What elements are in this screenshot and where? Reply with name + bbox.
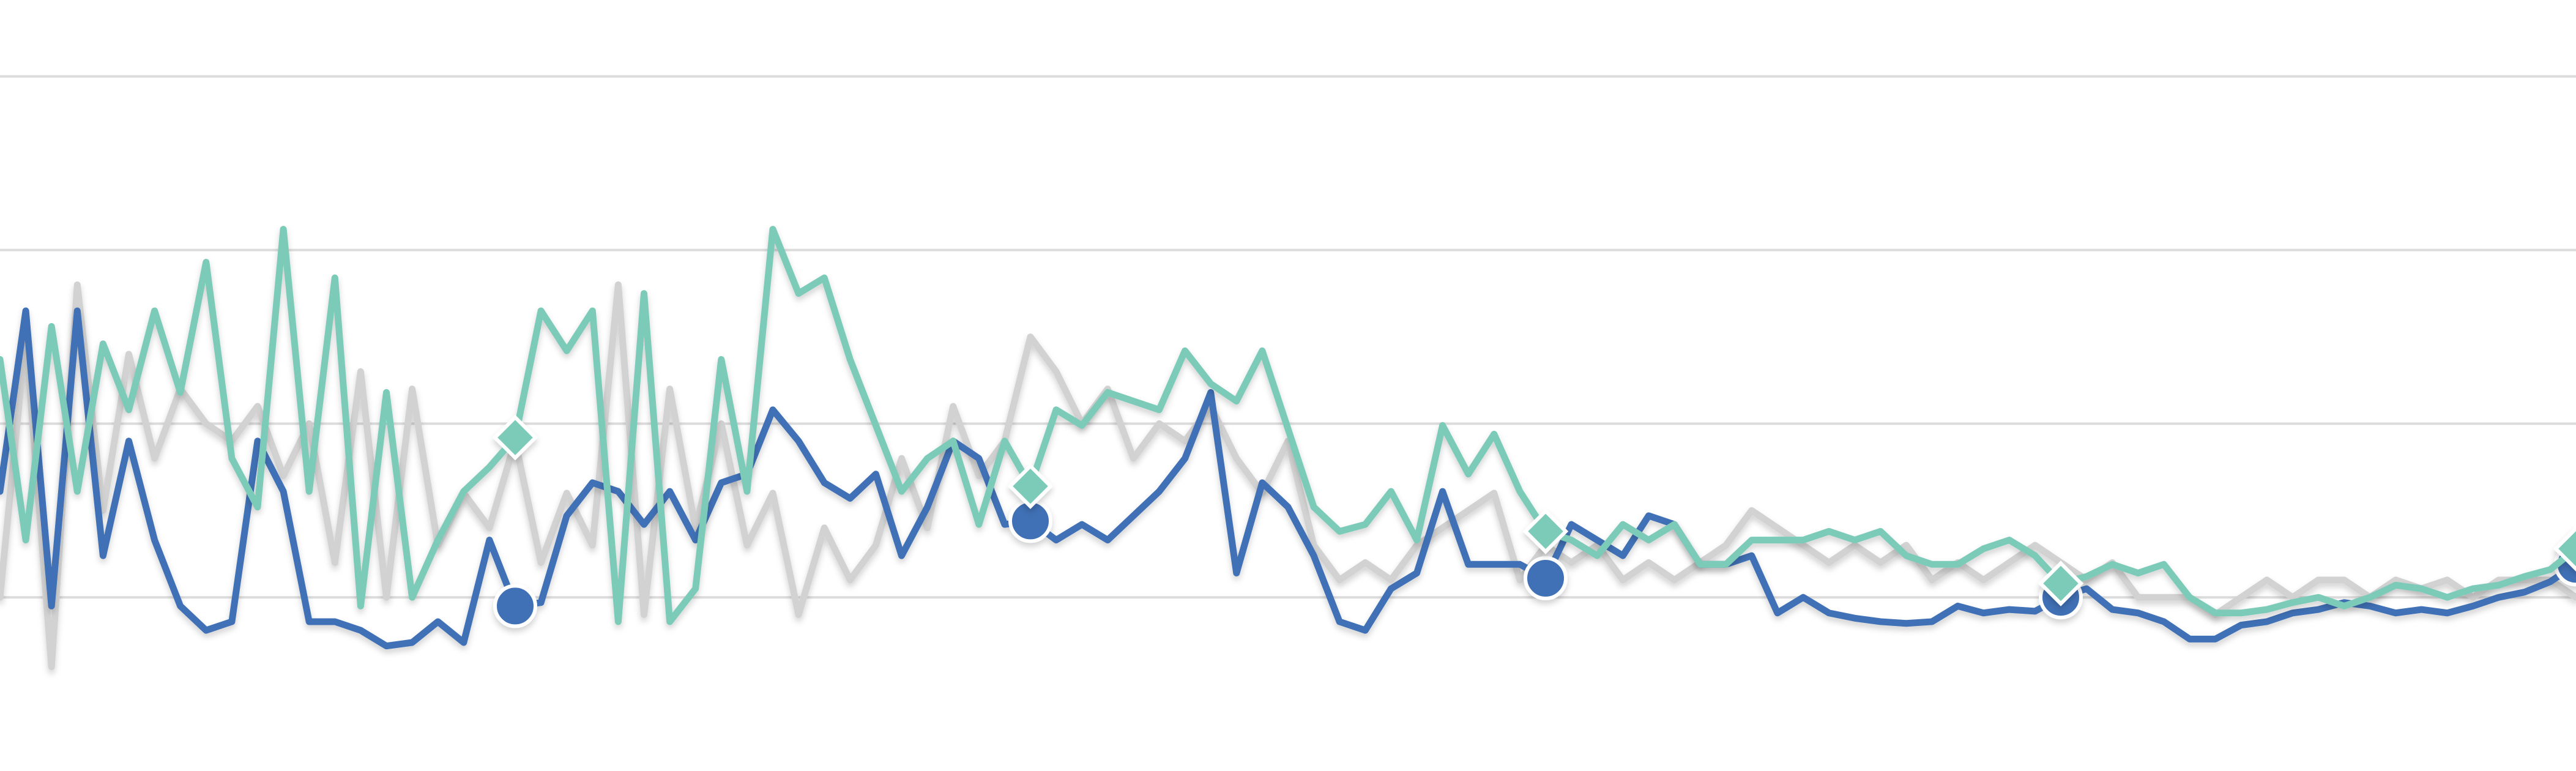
marker: [1007, 463, 1054, 509]
marker: [493, 584, 537, 628]
line: [0, 281, 2576, 671]
marker: [2553, 526, 2576, 572]
line: [0, 307, 2576, 650]
marker: [1524, 556, 1568, 600]
line: [0, 226, 2576, 625]
marker: [2038, 561, 2084, 606]
series: [0, 281, 2576, 671]
series: [0, 226, 2576, 625]
marker: [1522, 508, 1569, 554]
marker: [492, 414, 538, 461]
